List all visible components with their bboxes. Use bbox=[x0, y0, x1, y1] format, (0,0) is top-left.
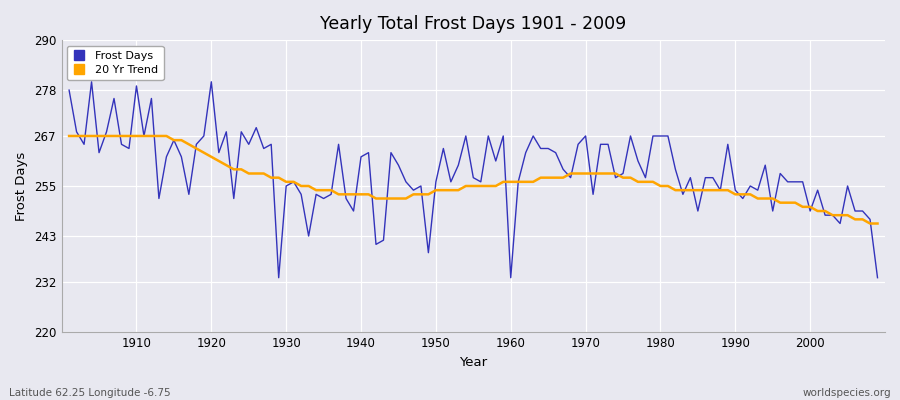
Frost Days bbox=[610, 175, 621, 180]
Frost Days bbox=[520, 150, 531, 155]
20 Yr Trend bbox=[865, 221, 876, 226]
Line: 20 Yr Trend: 20 Yr Trend bbox=[69, 136, 878, 224]
Frost Days bbox=[131, 84, 142, 88]
Frost Days bbox=[274, 275, 284, 280]
Legend: Frost Days, 20 Yr Trend: Frost Days, 20 Yr Trend bbox=[68, 46, 164, 80]
20 Yr Trend bbox=[595, 171, 606, 176]
20 Yr Trend bbox=[64, 134, 75, 138]
Title: Yearly Total Frost Days 1901 - 2009: Yearly Total Frost Days 1901 - 2009 bbox=[320, 15, 626, 33]
Frost Days bbox=[64, 88, 75, 92]
20 Yr Trend bbox=[498, 180, 508, 184]
Frost Days bbox=[513, 180, 524, 184]
Frost Days bbox=[303, 234, 314, 238]
X-axis label: Year: Year bbox=[459, 356, 488, 369]
Frost Days bbox=[348, 209, 359, 214]
Text: Latitude 62.25 Longitude -6.75: Latitude 62.25 Longitude -6.75 bbox=[9, 388, 171, 398]
20 Yr Trend bbox=[505, 180, 516, 184]
Frost Days bbox=[86, 79, 97, 84]
Frost Days bbox=[872, 275, 883, 280]
Text: worldspecies.org: worldspecies.org bbox=[803, 388, 891, 398]
20 Yr Trend bbox=[333, 192, 344, 197]
Y-axis label: Frost Days: Frost Days bbox=[15, 151, 28, 221]
20 Yr Trend bbox=[288, 180, 299, 184]
20 Yr Trend bbox=[123, 134, 134, 138]
Line: Frost Days: Frost Days bbox=[69, 82, 878, 278]
20 Yr Trend bbox=[872, 221, 883, 226]
